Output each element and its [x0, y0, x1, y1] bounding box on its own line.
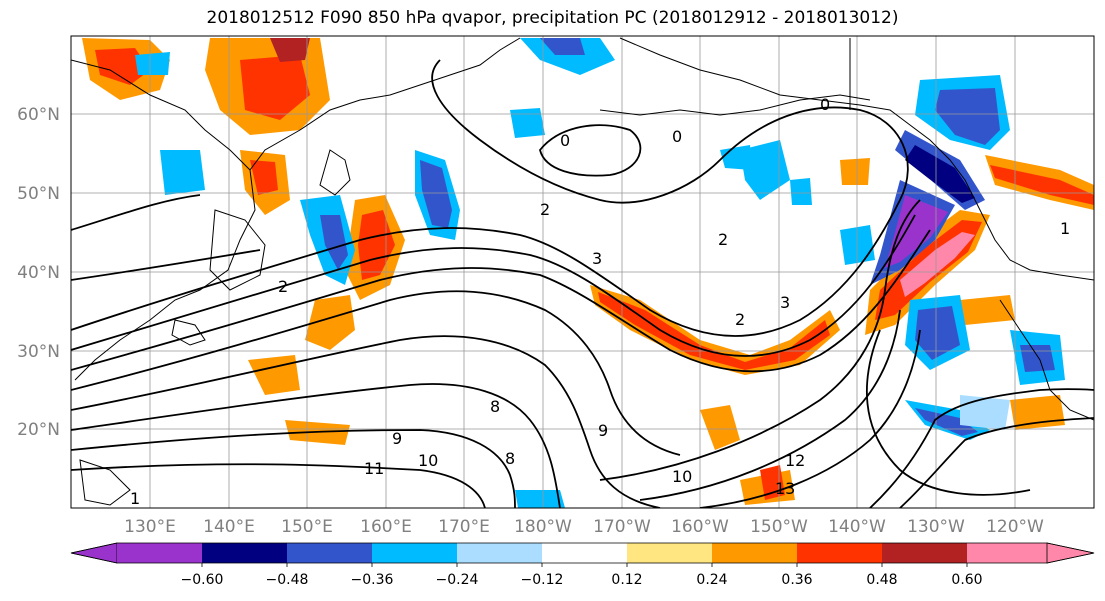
colorbar-swatch-9 — [882, 543, 967, 563]
colorbar-swatch-8 — [797, 543, 882, 563]
contour-label: 12 — [785, 451, 805, 470]
contour-label: 2 — [735, 310, 745, 329]
colorbar-swatch-0 — [117, 543, 202, 563]
contour-label-group: 0 0 0 1 2 2 2 2 3 3 8 8 9 9 10 10 11 12 … — [130, 95, 1070, 508]
contour-label: 3 — [780, 293, 790, 312]
lon-label-160w: 160°W — [671, 517, 729, 537]
contour-label: 13 — [775, 479, 795, 498]
contour-label: 3 — [592, 249, 602, 268]
contour-label: 0 — [560, 131, 570, 150]
colorbar-swatch-4 — [457, 543, 542, 563]
lon-label-130w: 130°W — [907, 517, 965, 537]
colorbar-tick-label: −0.60 — [181, 572, 224, 588]
colorbar-swatch-7 — [712, 543, 797, 563]
latitude-labels: 60°N 50°N 40°N 30°N 20°N — [17, 105, 60, 440]
contour-label: 9 — [598, 421, 608, 440]
colorbar-extend-high — [1046, 542, 1095, 564]
colorbar-swatch-2 — [287, 543, 372, 563]
contour-label: 1 — [130, 489, 140, 508]
contour-label: 2 — [278, 277, 288, 296]
colorbar-swatch-6 — [627, 543, 712, 563]
contour-label: 10 — [418, 451, 438, 470]
contour-label: 9 — [392, 429, 402, 448]
colorbar-tick-label: −0.48 — [266, 572, 309, 588]
colorbar: −0.60 −0.48 −0.36 −0.24 −0.12 0.12 0.24 … — [70, 542, 1095, 588]
precipitation-shading — [82, 38, 1094, 508]
colorbar-swatch-1 — [202, 543, 287, 563]
map-frame — [70, 35, 1095, 509]
map-title: 2018012512 F090 850 hPa qvapor, precipit… — [206, 8, 899, 28]
lat-label-60n: 60°N — [17, 105, 60, 125]
lon-label-180w: 180°W — [514, 517, 572, 537]
colorbar-tick-label: −0.36 — [351, 572, 394, 588]
colorbar-tick-label: 0.36 — [781, 572, 812, 588]
longitude-labels: 130°E 140°E 150°E 160°E 170°E 180°W 170°… — [124, 517, 1044, 537]
colorbar-tick-label: 0.24 — [696, 572, 727, 588]
lat-label-20n: 20°N — [17, 420, 60, 440]
map-layers: 0 0 0 1 2 2 2 2 3 3 8 8 9 9 10 10 11 12 … — [71, 36, 1094, 508]
lat-label-50n: 50°N — [17, 184, 60, 204]
contour-label: 8 — [490, 397, 500, 416]
lon-label-120w: 120°W — [986, 517, 1044, 537]
colorbar-swatch-10 — [967, 543, 1047, 563]
graticule — [71, 36, 1094, 508]
colorbar-tick-label: 0.60 — [951, 572, 982, 588]
colorbar-ticks — [201, 563, 968, 567]
lon-label-150e: 150°E — [281, 517, 333, 537]
contour-label: 11 — [364, 459, 384, 478]
lon-label-150w: 150°W — [750, 517, 808, 537]
lon-label-160e: 160°E — [360, 517, 412, 537]
contour-label: 1 — [1060, 219, 1070, 238]
contour-lines — [71, 59, 1094, 508]
contour-label: 0 — [672, 127, 682, 146]
lat-label-40n: 40°N — [17, 263, 60, 283]
colorbar-tick-label: −0.12 — [521, 572, 564, 588]
lon-label-140w: 140°W — [828, 517, 886, 537]
colorbar-tick-label: 0.48 — [866, 572, 897, 588]
lon-label-170e: 170°E — [438, 517, 490, 537]
colorbar-tick-label: 0.12 — [611, 572, 642, 588]
lon-label-170w: 170°W — [593, 517, 651, 537]
contour-label: 0 — [820, 95, 830, 114]
colorbar-extend-low — [70, 542, 118, 564]
contour-label: 8 — [505, 449, 515, 468]
lon-label-140e: 140°E — [203, 517, 255, 537]
colorbar-swatch-3 — [372, 543, 457, 563]
contour-label: 2 — [540, 200, 550, 219]
contour-label: 2 — [718, 230, 728, 249]
colorbar-tick-label: −0.24 — [436, 572, 479, 588]
lon-label-130e: 130°E — [124, 517, 176, 537]
colorbar-outline — [70, 542, 1095, 564]
lat-label-30n: 30°N — [17, 342, 60, 362]
colorbar-swatch-5 — [542, 543, 627, 563]
contour-label: 10 — [672, 467, 692, 486]
